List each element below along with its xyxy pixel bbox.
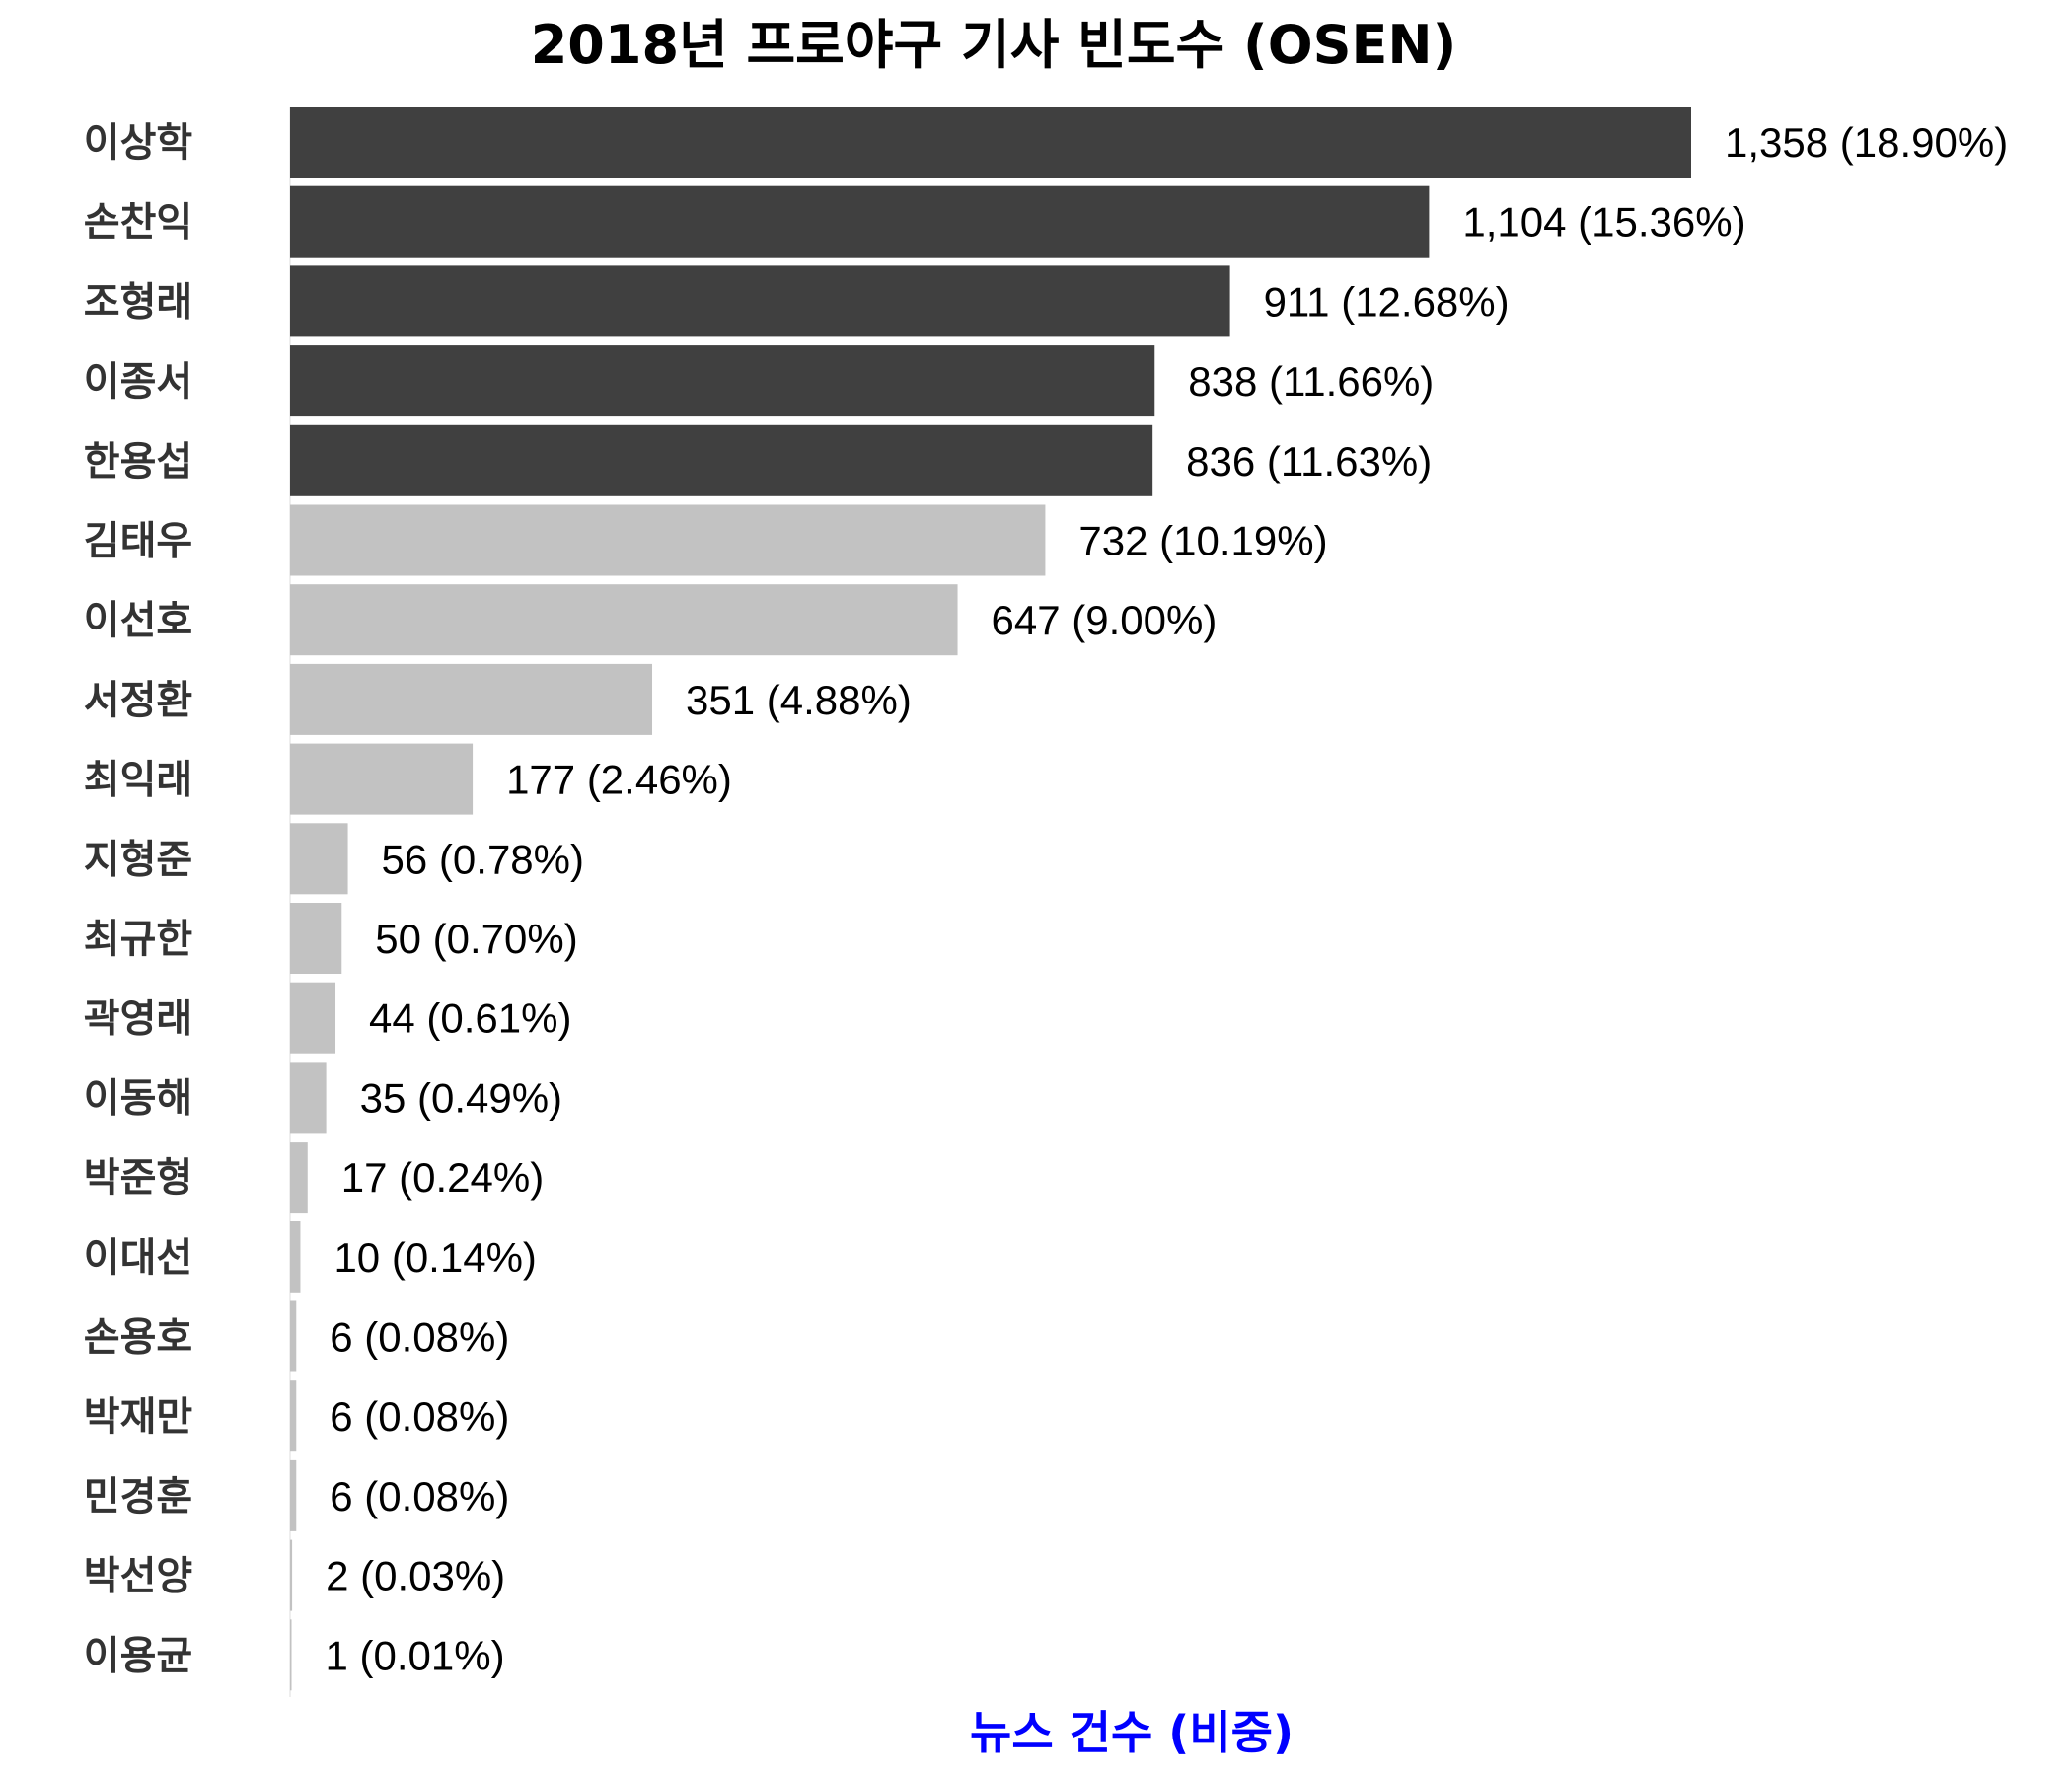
bar xyxy=(290,1142,308,1214)
category-label: 박준형 xyxy=(84,1155,192,1201)
category-label: 서정환 xyxy=(84,678,192,723)
category-label: 이용균 xyxy=(84,1633,192,1678)
data-label: 35 (0.49%) xyxy=(360,1074,562,1121)
bar xyxy=(290,345,1155,417)
data-label: 6 (0.08%) xyxy=(330,1393,509,1440)
data-label: 50 (0.70%) xyxy=(375,916,577,962)
bar xyxy=(290,504,1046,576)
data-label: 838 (11.66%) xyxy=(1188,358,1434,405)
bar xyxy=(290,1459,297,1531)
chart-title: 2018년 프로야구 기사 빈도수 (OSEN) xyxy=(531,14,1457,76)
bar xyxy=(290,265,1230,337)
category-label: 박재만 xyxy=(84,1394,193,1440)
bar xyxy=(290,185,1430,258)
category-label: 한용섭 xyxy=(84,439,192,484)
data-label: 351 (4.88%) xyxy=(686,677,912,723)
bar xyxy=(290,424,1153,496)
data-label: 44 (0.61%) xyxy=(369,996,571,1042)
category-label: 이종서 xyxy=(84,359,192,405)
data-label: 911 (12.68%) xyxy=(1264,278,1510,325)
data-label: 6 (0.08%) xyxy=(330,1314,509,1361)
bar xyxy=(290,1619,292,1691)
data-label: 732 (10.19%) xyxy=(1078,518,1327,564)
data-label: 836 (11.63%) xyxy=(1186,438,1432,484)
category-label: 민경훈 xyxy=(84,1474,192,1519)
bar xyxy=(290,663,653,735)
category-label: 곽영래 xyxy=(84,997,192,1042)
bar xyxy=(290,1539,293,1611)
category-label: 이대선 xyxy=(84,1235,192,1281)
category-label: 김태우 xyxy=(84,519,192,564)
bar xyxy=(290,107,1691,178)
category-label: 이동해 xyxy=(84,1075,192,1121)
category-label: 박선양 xyxy=(84,1554,192,1599)
category-label: 조형래 xyxy=(84,279,192,325)
x-axis-label: 뉴스 건수 (비중) xyxy=(970,1706,1294,1759)
data-label: 17 (0.24%) xyxy=(341,1154,544,1201)
category-label: 지형준 xyxy=(84,837,192,882)
category-label: 손찬익 xyxy=(84,200,192,246)
category-label: 최익래 xyxy=(84,758,192,803)
bar xyxy=(290,982,336,1054)
bar xyxy=(290,584,958,656)
bar xyxy=(290,823,348,895)
category-label: 최규한 xyxy=(84,917,193,962)
bars-group: 이상학 1,358 (18.90%) 손찬익 1,104 (15.36%) 조형래 911… xyxy=(84,107,2008,1691)
bar xyxy=(290,1300,297,1372)
category-label: 이선호 xyxy=(84,598,192,643)
data-label: 1,104 (15.36%) xyxy=(1462,199,1745,246)
data-label: 2 (0.03%) xyxy=(326,1553,505,1599)
bar xyxy=(290,1380,297,1452)
data-label: 177 (2.46%) xyxy=(506,757,732,803)
category-label: 손용호 xyxy=(84,1315,192,1361)
data-label: 6 (0.08%) xyxy=(330,1473,509,1519)
bar xyxy=(290,1221,301,1293)
data-label: 1,358 (18.90%) xyxy=(1725,119,2008,166)
data-label: 56 (0.78%) xyxy=(382,836,584,882)
bar xyxy=(290,1062,327,1134)
bar xyxy=(290,743,474,815)
data-label: 647 (9.00%) xyxy=(992,597,1218,643)
bar xyxy=(290,903,342,974)
category-label: 이상학 xyxy=(84,120,193,166)
data-label: 1 (0.01%) xyxy=(326,1632,505,1678)
data-label: 10 (0.14%) xyxy=(333,1234,536,1281)
